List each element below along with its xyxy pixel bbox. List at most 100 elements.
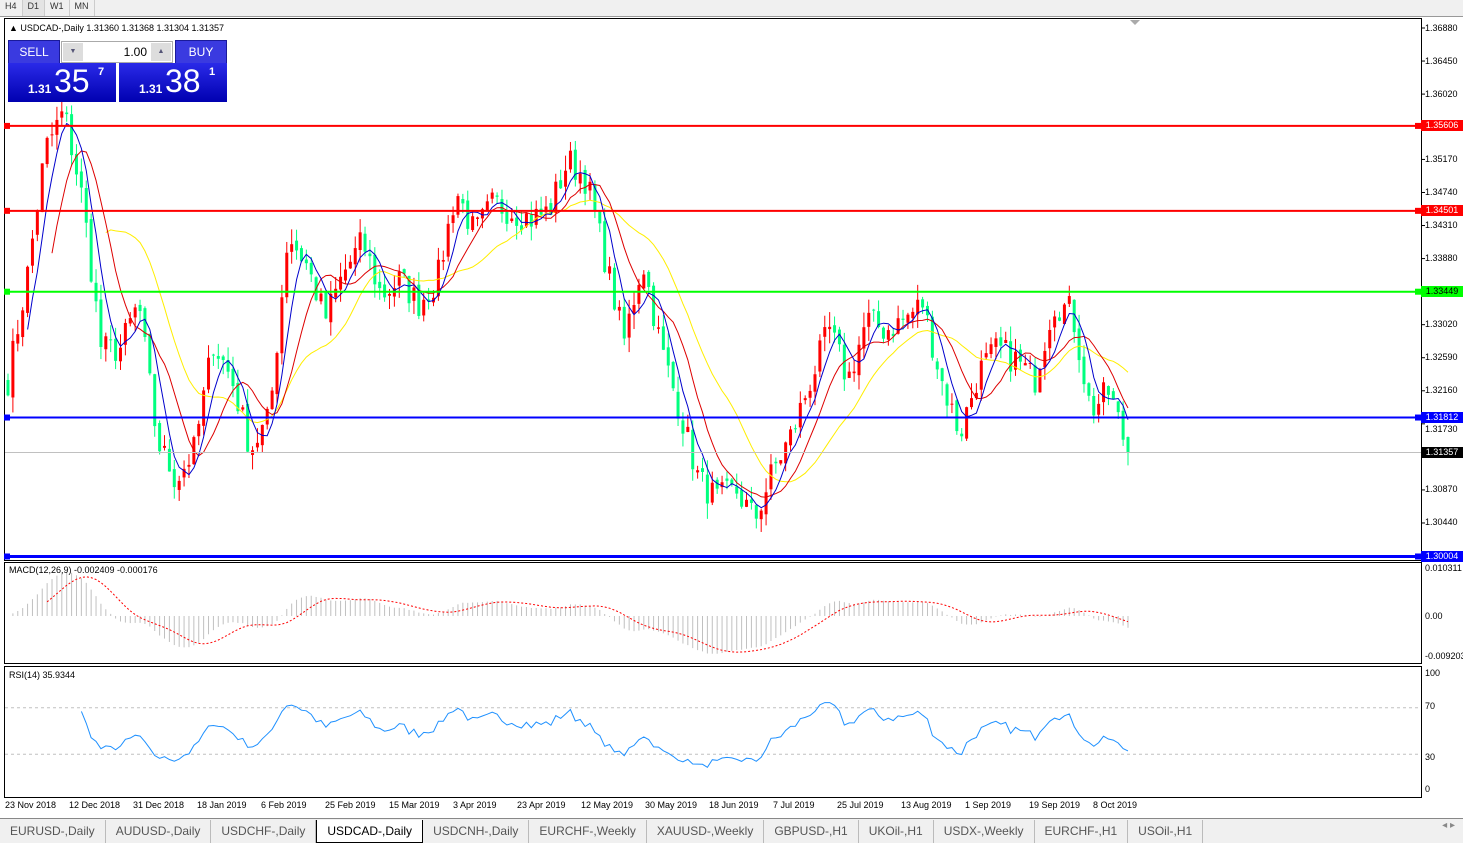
- candle-body: [436, 259, 440, 297]
- chart-tab[interactable]: USDX-,Weekly: [934, 820, 1035, 843]
- ma-mid-line: [51, 150, 1129, 498]
- candle-body: [647, 271, 651, 287]
- candle-body: [21, 310, 25, 338]
- lot-value[interactable]: 1.00: [123, 45, 147, 59]
- candle-body: [363, 233, 367, 252]
- macd-label: MACD(12,26,9) -0.002409 -0.000176: [9, 565, 158, 575]
- level-handle: [1415, 553, 1421, 560]
- chart-tab[interactable]: USDCNH-,Daily: [423, 820, 530, 843]
- candle-body: [11, 340, 15, 398]
- candle-body: [1082, 356, 1086, 385]
- price-axis-label: 1.32590: [1425, 352, 1458, 363]
- candle-body: [764, 492, 768, 515]
- timeframe-h4[interactable]: H4: [0, 0, 23, 16]
- chart-tab[interactable]: USDCAD-,Daily: [316, 820, 424, 843]
- chart-tab[interactable]: XAUUSD-,Weekly: [647, 820, 765, 843]
- sell-price-pip: 7: [98, 66, 105, 78]
- chart-tab[interactable]: EURUSD-,Daily: [0, 820, 106, 843]
- sell-price[interactable]: 1.31 35 7: [8, 63, 116, 102]
- candle-body: [387, 293, 391, 296]
- candle-body: [691, 429, 695, 470]
- lot-decrease-icon[interactable]: ▼: [63, 43, 83, 61]
- candle-body: [730, 479, 734, 485]
- candle-body: [1058, 317, 1062, 321]
- candle-body: [656, 327, 660, 329]
- level-handle: [4, 207, 10, 214]
- candle-body: [877, 311, 881, 327]
- candle-body: [940, 368, 944, 382]
- candle-body: [407, 275, 411, 304]
- current-price-tag: 1.31357: [1421, 446, 1463, 458]
- candle-body: [334, 288, 338, 298]
- candle-body: [368, 253, 372, 257]
- candle-body: [402, 269, 406, 274]
- candle-body: [1111, 391, 1115, 400]
- candle-body: [661, 326, 665, 350]
- candle-body: [749, 499, 753, 503]
- main-pane: [4, 18, 1422, 561]
- candle-body: [476, 217, 480, 219]
- candle-body: [109, 339, 113, 341]
- timeframe-mn[interactable]: MN: [70, 0, 95, 16]
- lot-increase-icon[interactable]: ▲: [151, 43, 171, 61]
- candle-body: [1092, 395, 1096, 416]
- chart-header: ▲ USDCAD-,Daily 1.31360 1.31368 1.31304 …: [9, 23, 225, 33]
- buy-button[interactable]: BUY: [175, 40, 227, 64]
- candle-body: [857, 344, 861, 376]
- candle-body: [671, 362, 675, 389]
- candle-body: [138, 304, 142, 312]
- buy-price[interactable]: 1.31 38 1: [119, 63, 227, 102]
- candle-body: [1048, 329, 1052, 349]
- candle-body: [290, 244, 294, 252]
- price-axis-label: 1.30440: [1425, 517, 1458, 528]
- chart-tab[interactable]: AUDUSD-,Daily: [106, 820, 212, 843]
- candle-body: [559, 180, 563, 189]
- candle-body: [974, 392, 978, 399]
- lot-size-field[interactable]: ▼ 1.00 ▲: [61, 41, 173, 63]
- candle-body: [197, 423, 201, 437]
- tab-scroll-arrows-icon[interactable]: ◂ ▸: [1442, 820, 1455, 831]
- candle-body: [666, 347, 670, 366]
- price-axis-label: 1.35170: [1425, 153, 1458, 164]
- level-handle: [1415, 122, 1421, 129]
- candle-body: [745, 499, 749, 507]
- chart-tab[interactable]: USDCHF-,Daily: [211, 820, 317, 843]
- chart-tab[interactable]: UKOil-,H1: [859, 820, 934, 843]
- candle-body: [84, 188, 88, 223]
- candle-body: [427, 299, 431, 302]
- date-axis-label: 13 Aug 2019: [901, 800, 952, 810]
- candle-body: [617, 306, 621, 311]
- candle-body: [299, 248, 303, 262]
- candle-body: [236, 382, 240, 412]
- date-axis-label: 6 Feb 2019: [261, 800, 307, 810]
- candle-body: [1116, 401, 1120, 413]
- chart-title: USDCAD-,Daily 1.31360 1.31368 1.31304 1.…: [20, 23, 225, 33]
- chart-tab[interactable]: EURCHF-,Weekly: [529, 820, 647, 843]
- candle-body: [603, 221, 607, 273]
- date-axis-label: 25 Jul 2019: [837, 800, 884, 810]
- candle-body: [881, 327, 885, 339]
- candle-body: [241, 407, 245, 410]
- candle-body: [148, 333, 152, 374]
- candle-body: [803, 398, 807, 401]
- chart-tab[interactable]: GBPUSD-,H1: [764, 820, 859, 843]
- candle-body: [451, 215, 455, 224]
- buy-price-prefix: 1.31: [139, 82, 163, 96]
- candle-body: [1121, 410, 1125, 440]
- buy-price-pip: 1: [209, 66, 216, 78]
- chart-tab[interactable]: EURCHF-,H1: [1035, 820, 1129, 843]
- candle-body: [583, 169, 587, 194]
- macd-pane: [4, 562, 1422, 664]
- timeframe-d1[interactable]: D1: [22, 0, 46, 16]
- candle-body: [549, 203, 553, 215]
- chart-tab[interactable]: USOil-,H1: [1128, 820, 1204, 843]
- candle-body: [114, 338, 118, 361]
- candle-body: [461, 199, 465, 204]
- candle-body: [422, 299, 426, 316]
- sell-button[interactable]: SELL: [8, 40, 60, 64]
- candle-body: [319, 293, 323, 302]
- timeframe-w1[interactable]: W1: [45, 0, 70, 16]
- candle-body: [598, 211, 602, 224]
- candle-body: [505, 211, 509, 224]
